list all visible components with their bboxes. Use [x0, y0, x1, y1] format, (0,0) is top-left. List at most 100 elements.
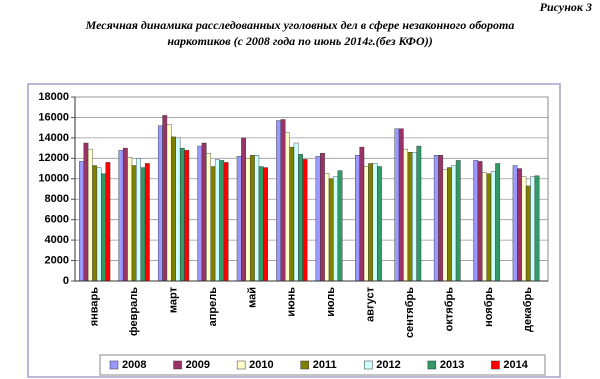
x-tick-label: март	[167, 286, 179, 313]
bar	[210, 166, 216, 282]
bar	[512, 165, 518, 282]
bar	[525, 185, 531, 282]
bar	[447, 167, 452, 282]
bar	[534, 175, 540, 282]
bar	[249, 155, 255, 282]
x-tick-label: сентябрь	[404, 287, 416, 338]
bar	[333, 176, 338, 282]
bar	[324, 173, 330, 282]
x-tick-label: февраль	[128, 287, 140, 336]
bar	[236, 156, 242, 282]
bar	[363, 166, 369, 282]
bar	[377, 166, 382, 282]
y-tick-label: 6000	[45, 214, 69, 226]
bar	[355, 155, 360, 282]
bar	[92, 165, 98, 282]
bar	[136, 158, 141, 282]
x-tick-label: июнь	[286, 287, 298, 317]
y-tick-label: 16000	[38, 111, 69, 123]
bar	[298, 154, 303, 282]
y-tick-label: 0	[63, 275, 69, 287]
bar	[258, 166, 264, 282]
bar	[289, 146, 295, 282]
bar	[398, 128, 404, 282]
y-tick-label: 8000	[45, 193, 69, 205]
bar	[144, 163, 150, 282]
bar	[302, 159, 308, 282]
bar	[105, 162, 111, 282]
bar	[276, 120, 282, 282]
bar	[433, 155, 439, 282]
bar	[530, 176, 536, 282]
bar	[223, 162, 229, 282]
x-tick-label: август	[365, 286, 377, 321]
legend-label: 2008	[122, 359, 146, 371]
bar	[245, 158, 251, 282]
bar	[101, 173, 106, 282]
bar	[241, 137, 246, 282]
legend-box	[99, 354, 546, 376]
legend-swatch	[109, 360, 119, 370]
y-tick-label: 2000	[45, 254, 69, 266]
plot-area	[74, 96, 549, 282]
bar	[79, 161, 84, 282]
bar	[455, 160, 461, 282]
bar	[359, 146, 365, 282]
bar	[451, 165, 457, 282]
x-tick-label: декабрь	[522, 287, 534, 332]
bar	[254, 155, 260, 282]
bar	[394, 128, 400, 282]
y-tick-label: 10000	[38, 173, 69, 185]
bar	[280, 119, 286, 282]
bar	[477, 161, 483, 282]
legend-label: 2012	[376, 359, 400, 371]
bar	[517, 168, 522, 282]
legend-swatch	[173, 360, 182, 370]
chart-title: наркотиков (с 2008 года по июнь 2014г.(б…	[167, 34, 432, 48]
x-tick-label: апрель	[207, 287, 219, 327]
bar	[140, 167, 146, 282]
bar	[122, 147, 128, 282]
bar	[157, 125, 163, 282]
legend-label: 2011	[313, 359, 337, 371]
bar	[285, 132, 290, 282]
legend-label: 2009	[186, 359, 210, 371]
bar	[337, 170, 343, 282]
x-tick-label: ноябрь	[483, 287, 495, 327]
chart-title: Месячная динамика расследованных уголовн…	[85, 18, 515, 32]
bar	[315, 156, 321, 282]
bar	[87, 148, 93, 282]
x-tick-label: май	[246, 287, 258, 308]
bar	[206, 153, 211, 282]
y-tick-label: 12000	[38, 152, 69, 164]
y-tick-label: 14000	[38, 132, 69, 144]
bar	[293, 142, 299, 282]
legend-swatch	[427, 360, 437, 370]
bar	[495, 163, 501, 282]
bar	[521, 176, 527, 282]
bar	[263, 167, 268, 282]
bar	[490, 171, 496, 282]
legend-swatch	[300, 360, 309, 370]
bar	[179, 147, 185, 282]
bar	[214, 159, 220, 282]
bar	[175, 137, 181, 282]
bar	[118, 149, 124, 282]
bar	[201, 142, 207, 282]
y-tick-label: 4000	[45, 234, 69, 246]
bar	[372, 163, 378, 282]
legend-label: 2010	[249, 359, 273, 371]
bar	[96, 167, 102, 282]
bar	[320, 153, 325, 282]
bar	[442, 169, 448, 282]
bar	[197, 145, 203, 282]
legend-label: 2014	[503, 359, 528, 371]
legend-swatch	[364, 360, 373, 370]
bar	[403, 148, 409, 282]
x-tick-label: январь	[89, 287, 101, 327]
bar	[184, 149, 190, 282]
legend-swatch	[236, 360, 246, 370]
bar	[171, 136, 176, 282]
bar	[407, 151, 413, 282]
